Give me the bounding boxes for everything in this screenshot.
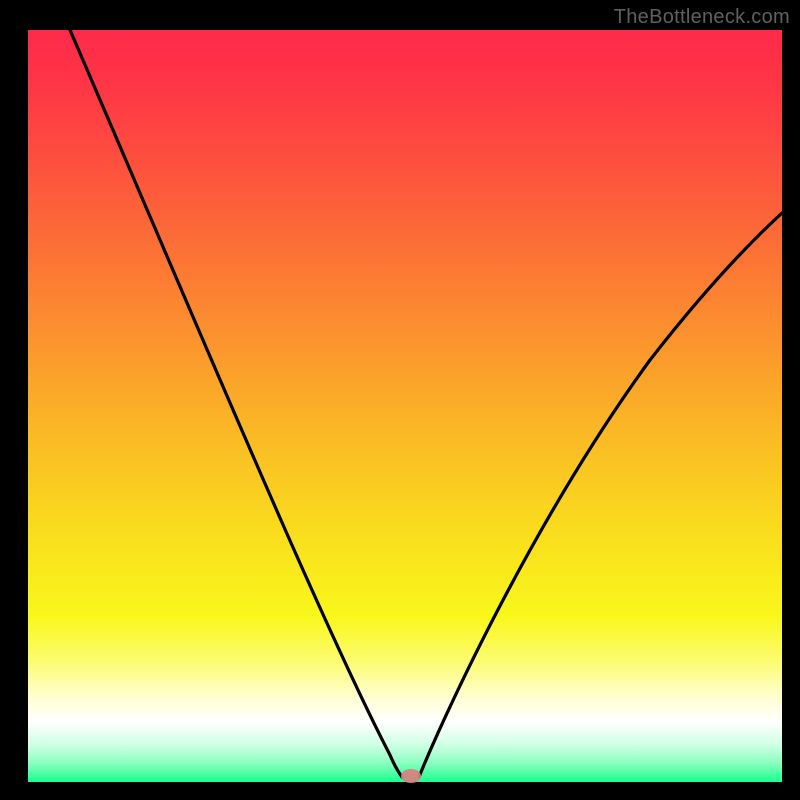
chart-container: TheBottleneck.com: [0, 0, 800, 800]
bottleneck-chart: [0, 0, 800, 800]
plot-background: [28, 30, 782, 782]
optimal-point-marker: [401, 769, 421, 783]
watermark-text: TheBottleneck.com: [614, 6, 790, 29]
